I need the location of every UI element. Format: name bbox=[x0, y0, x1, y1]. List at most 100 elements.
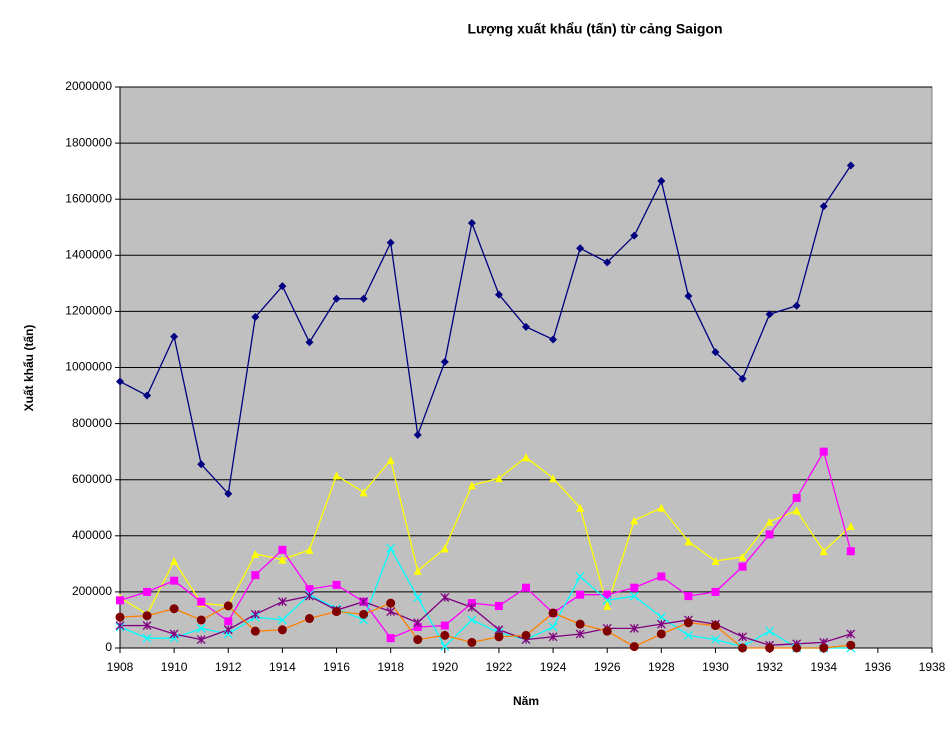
marker bbox=[602, 595, 612, 605]
series-line bbox=[119, 546, 851, 649]
marker bbox=[819, 643, 829, 653]
marker bbox=[440, 642, 450, 652]
marker bbox=[196, 635, 206, 645]
marker bbox=[467, 637, 477, 647]
y-tick-label: 600000 bbox=[72, 472, 112, 486]
marker bbox=[197, 460, 206, 469]
marker bbox=[684, 592, 693, 601]
marker bbox=[630, 516, 639, 525]
marker bbox=[224, 489, 233, 498]
marker-stroke bbox=[765, 626, 775, 636]
marker-stroke bbox=[440, 642, 450, 652]
marker bbox=[602, 626, 612, 636]
marker-stroke bbox=[467, 615, 477, 625]
marker bbox=[332, 294, 341, 303]
x-tick-label: 1908 bbox=[107, 660, 134, 674]
marker bbox=[765, 626, 775, 636]
marker-stroke bbox=[575, 572, 585, 581]
marker bbox=[332, 607, 342, 617]
marker bbox=[251, 571, 260, 580]
marker bbox=[196, 623, 206, 633]
marker bbox=[711, 635, 720, 645]
marker bbox=[819, 547, 828, 556]
marker bbox=[494, 632, 504, 642]
marker bbox=[494, 290, 503, 299]
marker bbox=[386, 598, 396, 608]
marker bbox=[765, 517, 774, 526]
marker bbox=[576, 590, 585, 599]
marker bbox=[522, 453, 530, 462]
marker bbox=[440, 593, 450, 602]
chart-title: Lượng xuất khẩu (tấn) từ cảng Saigon bbox=[467, 21, 722, 37]
y-tick-label: 1600000 bbox=[65, 191, 112, 205]
series-line bbox=[119, 165, 852, 496]
marker-stroke bbox=[413, 593, 423, 602]
marker bbox=[170, 557, 179, 566]
marker bbox=[440, 621, 449, 630]
marker bbox=[386, 543, 396, 553]
marker-stroke bbox=[548, 622, 558, 632]
marker bbox=[332, 471, 341, 480]
y-tick-label: 1800000 bbox=[65, 135, 112, 149]
marker bbox=[846, 629, 856, 639]
y-tick-label: 1000000 bbox=[65, 360, 112, 374]
marker bbox=[359, 294, 368, 303]
marker bbox=[575, 572, 585, 581]
marker bbox=[440, 544, 449, 553]
marker bbox=[738, 552, 747, 561]
marker bbox=[603, 590, 612, 599]
y-tick-label: 1200000 bbox=[65, 304, 112, 318]
marker-stroke bbox=[196, 623, 206, 633]
marker bbox=[467, 615, 477, 625]
marker bbox=[359, 609, 369, 619]
marker bbox=[629, 623, 639, 633]
marker-stroke bbox=[277, 615, 287, 625]
series-line bbox=[119, 456, 852, 616]
x-tick-label: 1932 bbox=[756, 660, 783, 674]
marker bbox=[386, 456, 395, 465]
marker bbox=[603, 258, 612, 267]
y-tick-label: 0 bbox=[105, 640, 112, 654]
x-tick-label: 1914 bbox=[269, 660, 296, 674]
marker bbox=[846, 547, 855, 556]
marker bbox=[683, 630, 693, 640]
marker bbox=[169, 633, 179, 643]
series-line bbox=[119, 602, 851, 649]
y-tick-label: 800000 bbox=[72, 416, 112, 430]
y-tick-label: 200000 bbox=[72, 584, 112, 598]
marker bbox=[494, 601, 503, 610]
marker bbox=[522, 583, 530, 592]
marker bbox=[142, 633, 152, 643]
marker bbox=[386, 607, 396, 616]
x-tick-label: 1928 bbox=[648, 660, 675, 674]
marker-stroke bbox=[169, 633, 179, 643]
x-tick-label: 1916 bbox=[323, 660, 350, 674]
marker bbox=[846, 161, 855, 170]
marker bbox=[251, 313, 260, 322]
marker-stroke bbox=[386, 543, 396, 553]
marker-stroke bbox=[629, 591, 639, 601]
marker bbox=[576, 503, 585, 512]
marker bbox=[440, 630, 450, 640]
marker bbox=[846, 640, 856, 650]
marker bbox=[711, 348, 720, 357]
y-tick-label: 1400000 bbox=[65, 247, 112, 261]
marker bbox=[116, 377, 124, 386]
y-tick-label: 400000 bbox=[72, 528, 112, 542]
marker bbox=[467, 599, 476, 608]
x-tick-label: 1934 bbox=[810, 660, 837, 674]
x-tick-label: 1926 bbox=[594, 660, 621, 674]
marker bbox=[413, 618, 423, 628]
marker bbox=[223, 629, 233, 639]
marker bbox=[792, 643, 802, 653]
marker-stroke bbox=[142, 633, 152, 643]
marker bbox=[575, 629, 585, 639]
marker-stroke bbox=[223, 629, 233, 639]
marker bbox=[765, 530, 774, 539]
marker bbox=[494, 474, 503, 483]
marker bbox=[440, 357, 449, 366]
marker bbox=[143, 587, 152, 596]
marker bbox=[657, 176, 666, 185]
marker bbox=[143, 391, 152, 400]
marker bbox=[738, 643, 748, 653]
